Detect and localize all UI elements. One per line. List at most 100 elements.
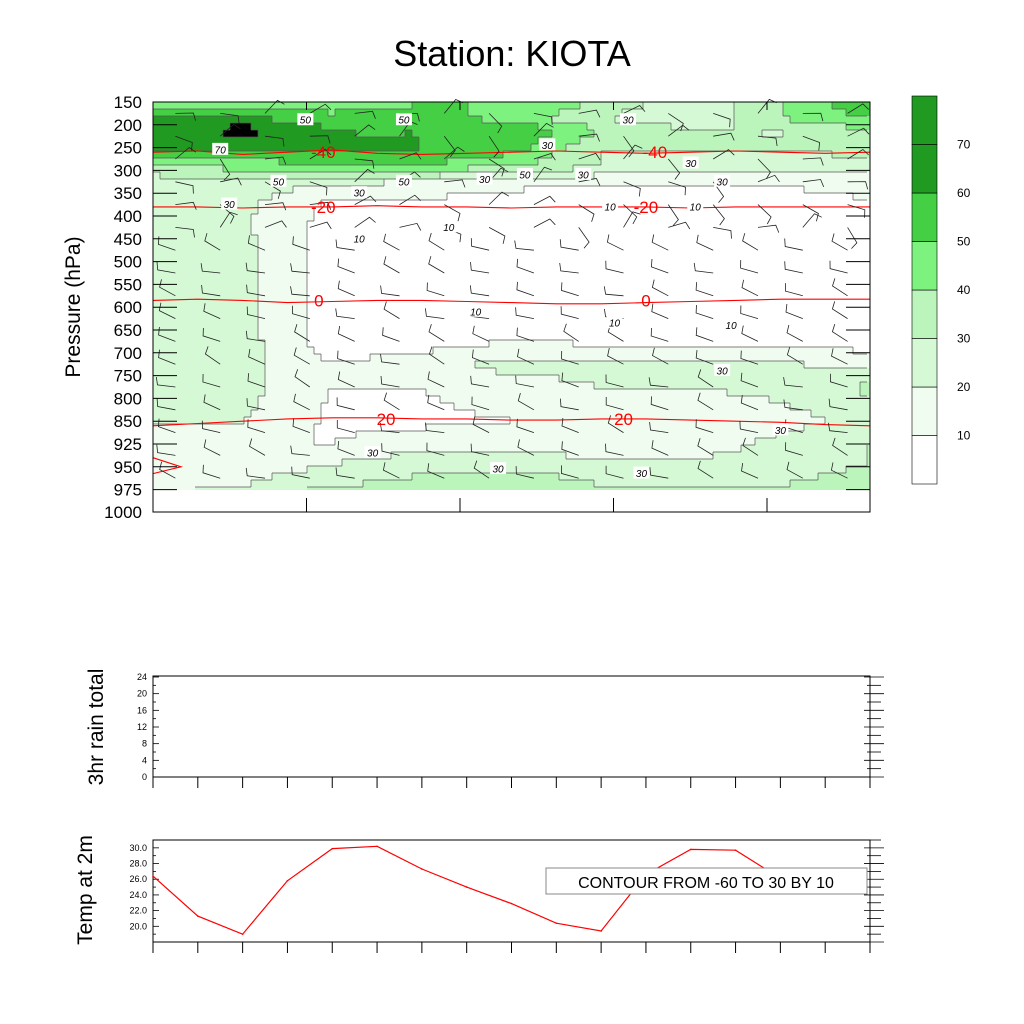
speed-cell: [510, 452, 518, 460]
speed-cell: [839, 424, 847, 432]
speed-cell: [321, 396, 329, 404]
speed-cell: [174, 480, 182, 488]
speed-cell: [496, 480, 504, 488]
speed-cell: [300, 165, 308, 173]
speed-cell: [223, 207, 231, 215]
speed-cell: [657, 389, 665, 397]
speed-cell: [664, 382, 672, 390]
speed-cell: [300, 193, 308, 201]
colorbar-swatch: [911, 241, 938, 291]
speed-cell: [608, 452, 616, 460]
speed-cell: [286, 480, 294, 488]
speed-cell: [188, 368, 196, 376]
speed-cell: [202, 193, 210, 201]
speed-cell: [300, 326, 308, 334]
speed-cell: [230, 305, 238, 313]
speed-cell: [811, 347, 819, 355]
speed-cell: [706, 102, 714, 110]
speed-cell: [727, 137, 735, 145]
speed-cell: [223, 396, 231, 404]
speed-cell: [748, 116, 756, 124]
speed-cell: [188, 340, 196, 348]
speed-cell: [566, 459, 574, 467]
speed-cell: [370, 151, 378, 159]
speed-cell: [566, 431, 574, 439]
speed-cell: [300, 284, 308, 292]
speed-cell: [335, 116, 343, 124]
speed-cell: [804, 130, 812, 138]
speed-cell: [671, 165, 679, 173]
speed-cell: [741, 410, 749, 418]
speed-cell: [300, 431, 308, 439]
speed-cell: [230, 403, 238, 411]
speed-cell: [447, 459, 455, 467]
speed-cell: [384, 361, 392, 369]
speed-cell: [496, 389, 504, 397]
speed-cell: [237, 459, 245, 467]
speed-cell: [769, 151, 777, 159]
speed-cell: [776, 466, 784, 474]
speed-cell: [377, 466, 385, 474]
speed-cell: [244, 109, 252, 117]
speed-cell: [209, 466, 217, 474]
speed-cell: [720, 424, 728, 432]
speed-cell: [545, 466, 553, 474]
speed-cell: [489, 116, 497, 124]
speed-cell: [762, 102, 770, 110]
speed-cell: [398, 151, 406, 159]
speed-cell: [405, 193, 413, 201]
speed-cell: [454, 459, 462, 467]
speed-cell: [433, 165, 441, 173]
speed-cell: [300, 340, 308, 348]
speed-cell: [181, 396, 189, 404]
speed-cell: [216, 431, 224, 439]
speed-cell: [160, 179, 168, 187]
speed-cell: [454, 389, 462, 397]
speed-cell: [482, 368, 490, 376]
speed-cell: [559, 354, 567, 362]
speed-cell: [860, 375, 868, 383]
speed-cell: [601, 102, 609, 110]
speed-cell: [363, 480, 371, 488]
speed-cell: [300, 487, 308, 490]
speed-cell: [440, 144, 448, 152]
speed-cell: [244, 284, 252, 292]
speed-cell: [615, 123, 623, 131]
speed-cell: [244, 144, 252, 152]
speed-cell: [314, 403, 322, 411]
speed-cell: [398, 368, 406, 376]
speed-cell: [272, 256, 280, 264]
speed-cell: [209, 340, 217, 348]
speed-cell: [328, 137, 336, 145]
speed-cell: [811, 431, 819, 439]
speed-cell: [167, 256, 175, 264]
speed-cell: [531, 137, 539, 145]
speed-cell: [202, 256, 210, 264]
speed-cell: [279, 375, 287, 383]
speed-cell: [853, 375, 861, 383]
speed-cell: [552, 109, 560, 117]
speed-cell: [300, 200, 308, 208]
speed-cell: [860, 403, 868, 411]
speed-cell: [377, 361, 385, 369]
speed-cell: [272, 396, 280, 404]
speed-cell: [678, 466, 686, 474]
speed-cell: [293, 473, 301, 481]
speed-cell: [153, 109, 161, 117]
speed-cell: [748, 424, 756, 432]
speed-cell: [741, 417, 749, 425]
speed-cell: [671, 382, 679, 390]
speed-cell: [762, 487, 770, 490]
wind-barb: [515, 375, 534, 388]
speed-cell: [524, 424, 532, 432]
speed-cell: [559, 452, 567, 460]
speed-cell: [727, 480, 735, 488]
speed-cell: [559, 165, 567, 173]
speed-cell: [223, 193, 231, 201]
speed-cell: [230, 249, 238, 257]
speed-cell: [216, 312, 224, 320]
speed-cell: [237, 200, 245, 208]
speed-cell: [496, 340, 504, 348]
speed-cell: [734, 487, 742, 490]
wind-barb: [603, 286, 624, 297]
